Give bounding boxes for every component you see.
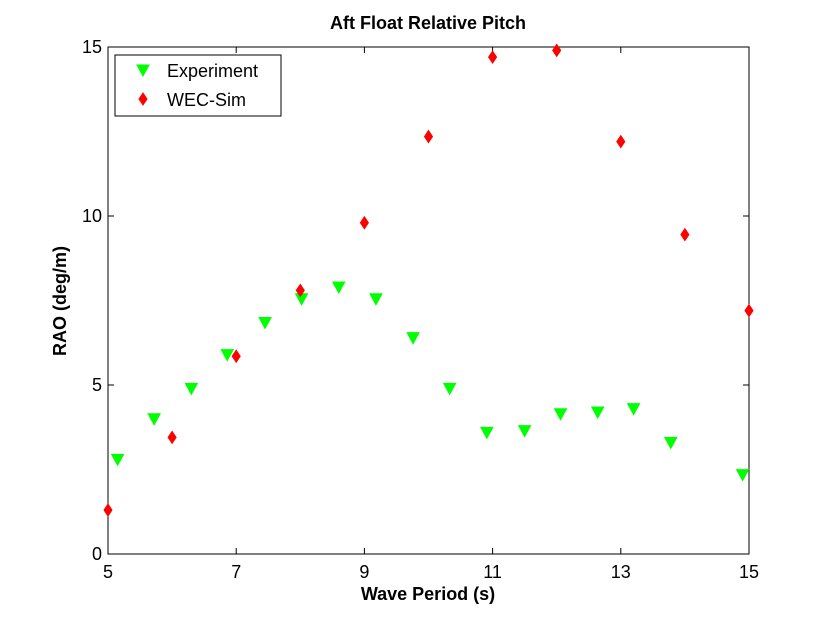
wec-sim-point <box>680 227 690 242</box>
wec-sim-point <box>359 215 370 230</box>
experiment-point <box>479 426 494 440</box>
legend-marker-wec-sim <box>138 92 148 106</box>
y-tick-label: 0 <box>92 544 102 564</box>
experiment-point <box>442 382 457 396</box>
experiment-point <box>220 349 235 362</box>
legend-marker-experiment <box>136 64 150 78</box>
legend: Experiment WEC-Sim <box>114 54 282 117</box>
wec-sim-point <box>616 134 626 149</box>
experiment-point <box>406 332 420 345</box>
experiment-point <box>147 413 161 426</box>
experiment-point <box>590 406 605 420</box>
wec-sim-point <box>231 349 241 364</box>
experiment-point <box>663 436 678 450</box>
y-tick-label: 15 <box>82 37 102 57</box>
experiment-point <box>331 281 346 295</box>
chart-title: Aft Float Relative Pitch <box>330 13 526 33</box>
experiment-point <box>517 425 532 438</box>
experiment-point <box>553 408 568 421</box>
x-tick-label: 5 <box>103 562 113 582</box>
y-axis-label: RAO (deg/m) <box>50 246 70 356</box>
wec-sim-point <box>103 503 113 517</box>
x-tick-label: 11 <box>483 562 502 582</box>
x-tick-label: 13 <box>611 562 631 582</box>
x-axis-label: Wave Period (s) <box>361 584 495 604</box>
wec-sim-point <box>167 430 177 445</box>
x-tick-label: 9 <box>359 562 369 582</box>
legend-markers <box>136 64 150 106</box>
legend-label-experiment: Experiment <box>167 61 258 81</box>
wec-sim-point <box>744 303 754 318</box>
y-tick-label: 10 <box>82 206 102 226</box>
y-tick-label: 5 <box>92 375 102 395</box>
experiment-point <box>184 382 199 396</box>
experiment-point <box>626 403 641 416</box>
wec-sim-point <box>295 283 305 298</box>
x-tick-label: 15 <box>739 562 759 582</box>
experiment-point <box>369 293 383 306</box>
wec-sim-point <box>423 129 434 144</box>
plot-area <box>107 46 750 555</box>
wec-sim-point <box>487 50 498 65</box>
experiment-point <box>735 469 750 482</box>
x-tick-label: 7 <box>231 562 241 582</box>
data-marks <box>103 43 754 517</box>
experiment-point <box>110 453 125 467</box>
experiment-point <box>258 316 272 330</box>
legend-label-wec-sim: WEC-Sim <box>167 90 246 110</box>
wec-sim-point <box>552 43 562 58</box>
